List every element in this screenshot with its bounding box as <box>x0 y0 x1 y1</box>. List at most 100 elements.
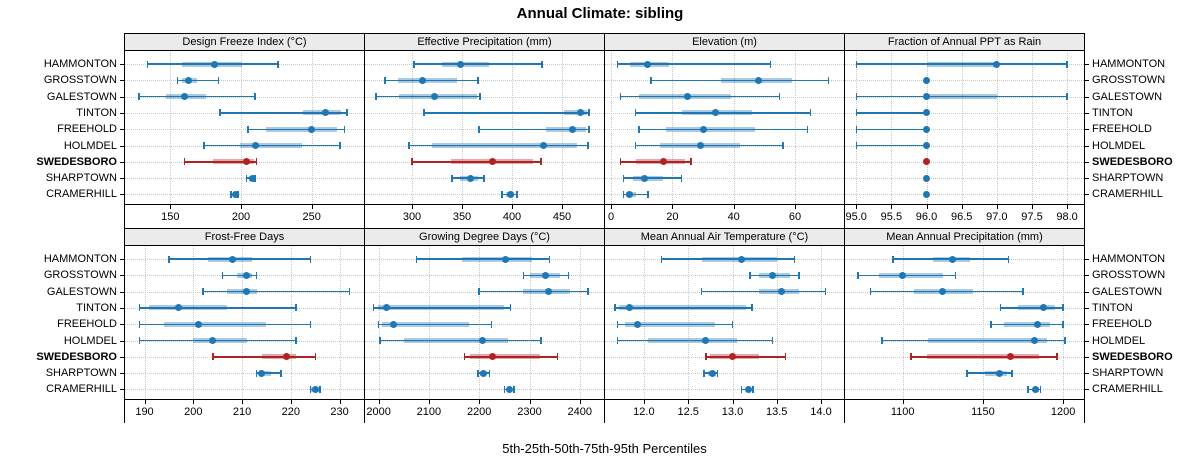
whisker-cap <box>501 190 503 198</box>
percentile-range-line <box>623 177 682 179</box>
whisker-cap <box>703 369 705 377</box>
percentile-range-line <box>857 274 956 277</box>
percentile-range-line <box>380 339 542 342</box>
axis-tick <box>378 400 380 404</box>
row-label-swedesboro: SWEDESBORO <box>1092 350 1173 363</box>
percentile-range-line <box>219 112 348 114</box>
whisker-cap <box>622 190 625 198</box>
median-dot <box>308 125 316 133</box>
whisker-cap <box>411 158 413 166</box>
interquartile-band <box>878 272 943 278</box>
whisker-cap <box>1027 385 1029 393</box>
horizontal-gridline <box>845 178 1084 180</box>
whisker-cap <box>954 271 957 279</box>
axis-tick-label: 13.0 <box>721 406 744 418</box>
row-label-swedesboro: SWEDESBORO <box>1092 155 1173 168</box>
axis-tick-label: 2400 <box>567 406 593 418</box>
percentile-range-line <box>184 161 257 163</box>
whisker-cap <box>680 174 683 182</box>
x-axis: 150 200 250 <box>125 205 364 228</box>
whisker-cap <box>138 320 141 328</box>
axis-tick-label: 2100 <box>416 406 442 418</box>
whisker-cap <box>1039 385 1042 393</box>
percentile-range-line <box>248 128 345 130</box>
axis-tick <box>242 400 244 404</box>
interquartile-band <box>926 61 997 67</box>
interquartile-band <box>546 126 586 132</box>
median-dot <box>210 60 218 68</box>
interquartile-band <box>442 61 489 67</box>
percentile-range-line <box>385 79 478 82</box>
percentile-range-line <box>479 128 589 130</box>
x-axis: 300 350 400 450 <box>365 205 604 228</box>
median-dot <box>209 337 217 344</box>
median-dot <box>466 174 474 182</box>
axis-tick-label: 1100 <box>890 406 915 418</box>
axis-tick <box>1032 205 1033 209</box>
whisker-cap <box>587 288 589 296</box>
vertical-gridline <box>412 51 413 204</box>
whisker-cap <box>245 174 248 182</box>
median-dot <box>1030 337 1038 344</box>
horizontal-gridline <box>845 194 1084 196</box>
row-tick <box>1085 80 1089 82</box>
axis-tick <box>290 400 292 404</box>
median-dot <box>488 158 496 166</box>
whisker-cap <box>588 109 590 117</box>
whisker-cap <box>999 304 1002 312</box>
panel-header: Mean Annual Air Temperature (°C) <box>605 228 844 246</box>
row-label-cramerhill: CRAMERHILL <box>46 383 117 396</box>
axis-tick-label: 210 <box>232 406 252 418</box>
whisker-cap <box>771 337 773 344</box>
interquartile-band <box>1003 321 1051 327</box>
median-dot <box>923 142 930 149</box>
axis-tick <box>732 400 734 404</box>
row-label-galestown: GALESTOWN <box>46 285 117 298</box>
whisker-cap <box>217 76 220 84</box>
x-axis: 12.0 12.5 13.0 13.5 14.0 <box>605 400 844 423</box>
interquartile-band <box>399 94 477 100</box>
row-tick <box>120 145 124 147</box>
axis-tick <box>479 400 481 404</box>
panel-plot-area <box>365 51 604 205</box>
median-dot <box>729 353 736 361</box>
percentile-range-line <box>139 95 256 98</box>
vertical-gridline <box>688 246 690 399</box>
percentile-range-line <box>620 95 780 98</box>
axis-tick-label: 20 <box>666 211 679 223</box>
panel-title: Mean Annual Precipitation (mm) <box>886 231 1043 243</box>
vertical-gridline <box>672 51 674 204</box>
axis-tick <box>643 400 645 404</box>
median-dot <box>505 385 513 393</box>
interquartile-band <box>926 354 1040 360</box>
row-label-holmdel: HOLMDEL <box>1092 334 1146 347</box>
whisker-cap <box>478 288 480 296</box>
whisker-cap <box>138 337 141 344</box>
median-dot <box>1032 385 1040 393</box>
whisker-cap <box>138 93 140 101</box>
whisker-cap <box>588 125 590 133</box>
percentile-range-line <box>635 144 783 147</box>
horizontal-gridline <box>845 129 1084 131</box>
median-dot <box>1034 320 1041 328</box>
horizontal-gridline <box>845 389 1084 391</box>
whisker-cap <box>540 337 542 344</box>
axis-tick <box>339 400 341 404</box>
axis-tick-label: 1150 <box>971 406 995 418</box>
median-dot <box>1006 353 1014 361</box>
whisker-cap <box>660 255 663 263</box>
whisker-cap <box>168 255 170 263</box>
panel-header: Fraction of Annual PPT as Rain <box>845 33 1084 51</box>
whisker-cap <box>513 385 515 393</box>
vertical-gridline <box>579 246 581 399</box>
row-label-galestown: GALESTOWN <box>46 90 117 103</box>
whisker-cap <box>855 125 857 133</box>
whisker-cap <box>295 304 297 312</box>
whisker-cap <box>413 60 415 68</box>
x-axis: 1100 1150 1200 <box>845 400 1084 423</box>
axis-tick-label: 13.5 <box>765 406 788 418</box>
median-dot <box>479 337 487 344</box>
whisker-cap <box>1066 93 1068 101</box>
interquartile-band <box>377 305 505 311</box>
axis-tick <box>902 400 904 404</box>
